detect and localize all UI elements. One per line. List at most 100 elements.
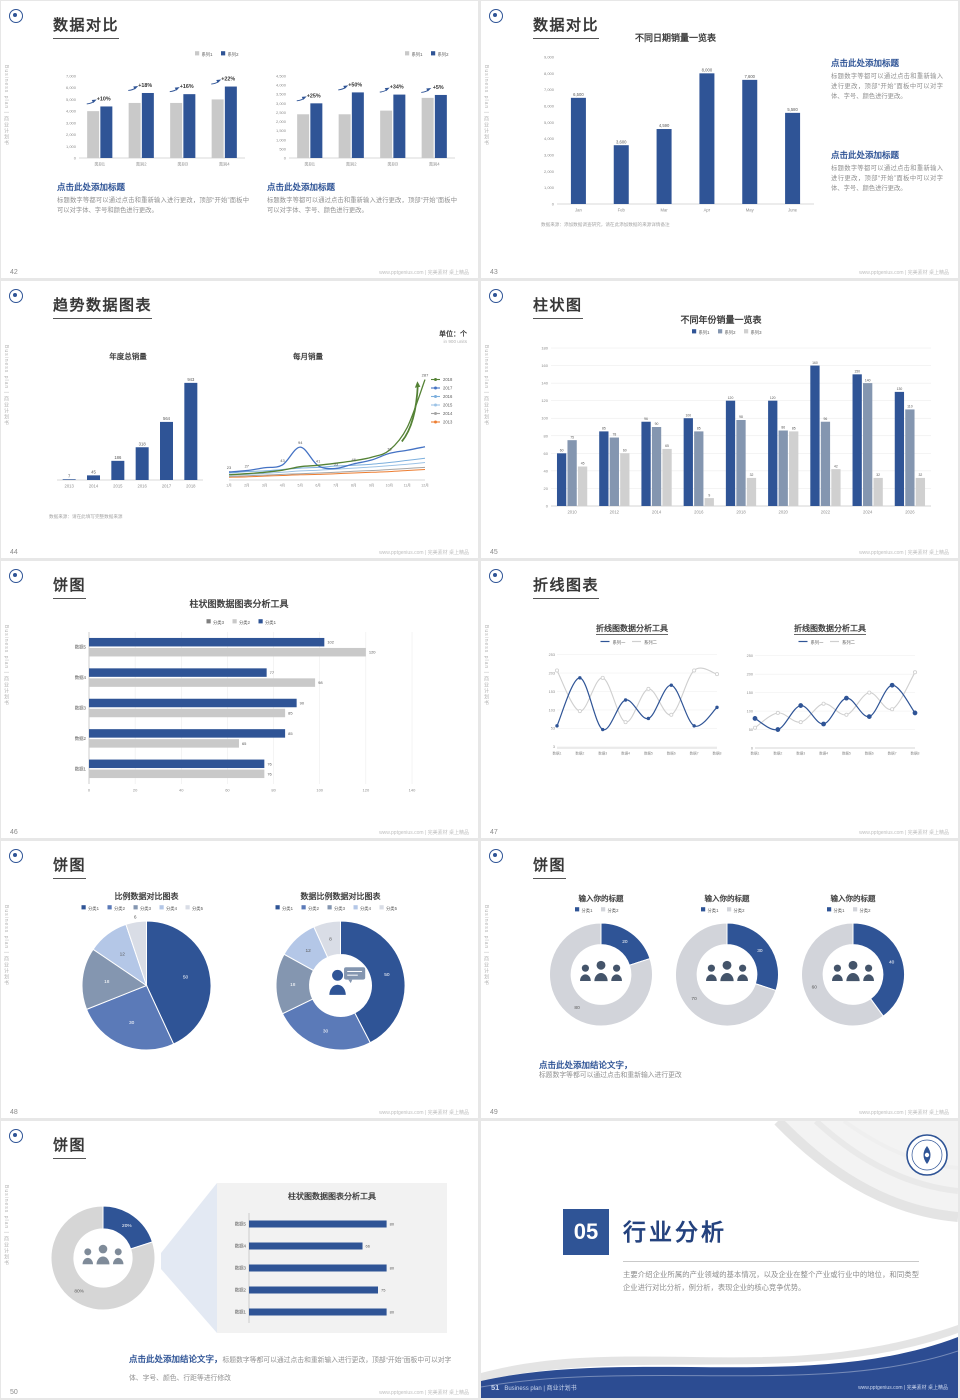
svg-text:100: 100 — [316, 788, 323, 793]
svg-text:180: 180 — [541, 346, 548, 351]
sidebar-vertical-text: Business plan | 商业计划书 — [3, 345, 9, 427]
slide-footer: 48 www.pptgenius.com | 完美素材 桌上精品 — [1, 1109, 478, 1116]
svg-text:June: June — [788, 208, 798, 213]
svg-text:0: 0 — [546, 504, 549, 509]
svg-text:6: 6 — [134, 915, 137, 921]
svg-text:+16%: +16% — [180, 84, 194, 90]
svg-text:200: 200 — [747, 672, 753, 676]
svg-text:90: 90 — [300, 701, 305, 706]
svg-text:2015: 2015 — [443, 403, 453, 408]
svg-text:120: 120 — [541, 398, 548, 403]
donut-chart: 分类1 分类2 分类3 分类4 分类5 50 30 18 12 8 — [253, 903, 428, 1055]
school-emblem-icon — [906, 1134, 948, 1176]
svg-text:+34%: +34% — [390, 85, 404, 91]
slide-title: 折线图表 — [533, 574, 600, 599]
svg-text:类别3: 类别3 — [387, 161, 398, 168]
school-logo-icon — [9, 569, 23, 583]
svg-text:1,000: 1,000 — [276, 137, 287, 142]
svg-text:数据1: 数据1 — [751, 751, 760, 756]
svg-text:3,000: 3,000 — [276, 101, 287, 106]
svg-text:2012: 2012 — [610, 510, 620, 515]
svg-text:96: 96 — [644, 417, 648, 421]
svg-text:3,000: 3,000 — [66, 120, 77, 125]
svg-text:42: 42 — [834, 464, 838, 468]
svg-text:160: 160 — [812, 361, 818, 365]
svg-text:8,000: 8,000 — [702, 68, 713, 73]
donut-chart-3: 分类1 分类2 40 60 — [791, 905, 915, 1031]
page-number: 48 — [10, 1109, 18, 1116]
svg-text:1,500: 1,500 — [276, 128, 287, 133]
svg-text:2016: 2016 — [694, 510, 704, 515]
svg-text:12月: 12月 — [421, 483, 428, 488]
svg-text:8: 8 — [329, 936, 332, 942]
grouped-bar-chart-right: 系列1 系列2 0 500 1,000 1,500 2,000 2,500 3,000 3,500… — [265, 49, 459, 169]
svg-text:564: 564 — [163, 416, 171, 421]
svg-text:80: 80 — [271, 788, 276, 793]
svg-text:130: 130 — [897, 387, 903, 391]
page-number: 47 — [490, 829, 498, 836]
watermark-text: www.pptgenius.com | 完美素材 桌上精品 — [379, 1390, 469, 1396]
svg-text:120: 120 — [728, 396, 734, 400]
conclusion-body: 标题数字等都可以通过点击和重新输入进行更改，顶部“开始”面板中可以对字体、字号、… — [129, 1357, 452, 1382]
svg-text:5,000: 5,000 — [544, 120, 555, 125]
svg-text:4,000: 4,000 — [66, 109, 77, 114]
block-heading: 点击此处添加标题 — [831, 150, 900, 160]
svg-text:6,000: 6,000 — [544, 104, 555, 109]
svg-text:+22%: +22% — [221, 77, 235, 83]
svg-text:98: 98 — [739, 415, 743, 419]
svg-text:0: 0 — [284, 156, 287, 161]
svg-text:50: 50 — [183, 975, 189, 981]
svg-text:2,500: 2,500 — [276, 110, 287, 115]
svg-text:7: 7 — [68, 473, 71, 478]
grouped-bar-chart-left: 系列1 系列2 0 1,000 2,000 3,000 4,000 5,000 6,000 7,0… — [55, 49, 249, 169]
svg-text:70: 70 — [691, 996, 697, 1002]
svg-text:27: 27 — [245, 464, 250, 469]
svg-text:3,500: 3,500 — [276, 92, 287, 97]
svg-text:90: 90 — [655, 422, 659, 426]
unit-label: 单位：个 in 900 units — [373, 329, 467, 344]
chart-title: 不同年份销量一览表 — [680, 315, 762, 325]
svg-text:2016: 2016 — [443, 394, 453, 399]
text-block: 点击此处添加标题 标题数字等都可以通过点击和重新输入进行更改，顶部“开始”面板中… — [831, 57, 943, 102]
slide-footer: 47 www.pptgenius.com | 完美素材 桌上精品 — [481, 829, 958, 836]
svg-text:2017: 2017 — [443, 386, 453, 391]
svg-text:80: 80 — [574, 1005, 580, 1011]
svg-text:数据4: 数据4 — [75, 674, 87, 681]
block-heading: 点击此处添加标题 — [267, 182, 336, 192]
section-body: 主要介绍企业所属的产业领域的基本情况，以及企业在整个产业或行业中的地位，和同类型… — [623, 1261, 919, 1295]
slide-42: 数据对比 系列1 系列2 0 1,000 2,000 3,000 4,000 5,000 6,0… — [1, 1, 478, 278]
svg-text:20: 20 — [544, 486, 549, 491]
svg-text:94: 94 — [298, 440, 303, 445]
svg-text:2月: 2月 — [244, 483, 249, 488]
svg-text:287: 287 — [422, 373, 429, 378]
slide-title: 柱状图 — [533, 294, 583, 319]
svg-text:5,580: 5,580 — [787, 107, 798, 112]
svg-text:46: 46 — [352, 457, 357, 462]
svg-text:66: 66 — [366, 1244, 371, 1249]
watermark-text: www.pptgenius.com | 完美素材 桌上精品 — [859, 270, 949, 276]
chart-title: 不同日期销量一览表 — [634, 33, 716, 43]
page-number: 46 — [10, 829, 18, 836]
svg-text:140: 140 — [865, 378, 871, 382]
svg-text:96: 96 — [824, 417, 828, 421]
text-block: 点击此处添加标题 标题数字等都可以通过点击和重新输入进行更改，顶部“开始”面板中… — [831, 149, 943, 194]
svg-text:8,000: 8,000 — [544, 71, 555, 76]
svg-text:85: 85 — [697, 427, 701, 431]
sidebar-vertical-text: Business plan | 商业计划书 — [483, 345, 489, 427]
svg-text:2022: 2022 — [821, 510, 831, 515]
unit-text: 单位：个 — [439, 331, 467, 338]
svg-text:18: 18 — [290, 982, 296, 988]
svg-text:分类2: 分类2 — [734, 907, 746, 914]
svg-text:4,000: 4,000 — [544, 136, 555, 141]
watermark-text: www.pptgenius.com | 完美素材 桌上精品 — [859, 1110, 949, 1116]
pie-title-right: 数据比例数据对比图表 — [300, 892, 381, 901]
svg-text:9月: 9月 — [369, 483, 374, 488]
svg-text:18: 18 — [104, 979, 110, 985]
block-heading: 点击此处添加标题 — [57, 182, 126, 192]
svg-text:60: 60 — [812, 985, 818, 991]
svg-text:数据5: 数据5 — [842, 751, 851, 756]
svg-text:数据4: 数据4 — [819, 751, 828, 756]
slide-title: 数据对比 — [53, 14, 120, 39]
svg-text:4月: 4月 — [280, 483, 285, 488]
slide-title: 饼图 — [533, 854, 567, 879]
